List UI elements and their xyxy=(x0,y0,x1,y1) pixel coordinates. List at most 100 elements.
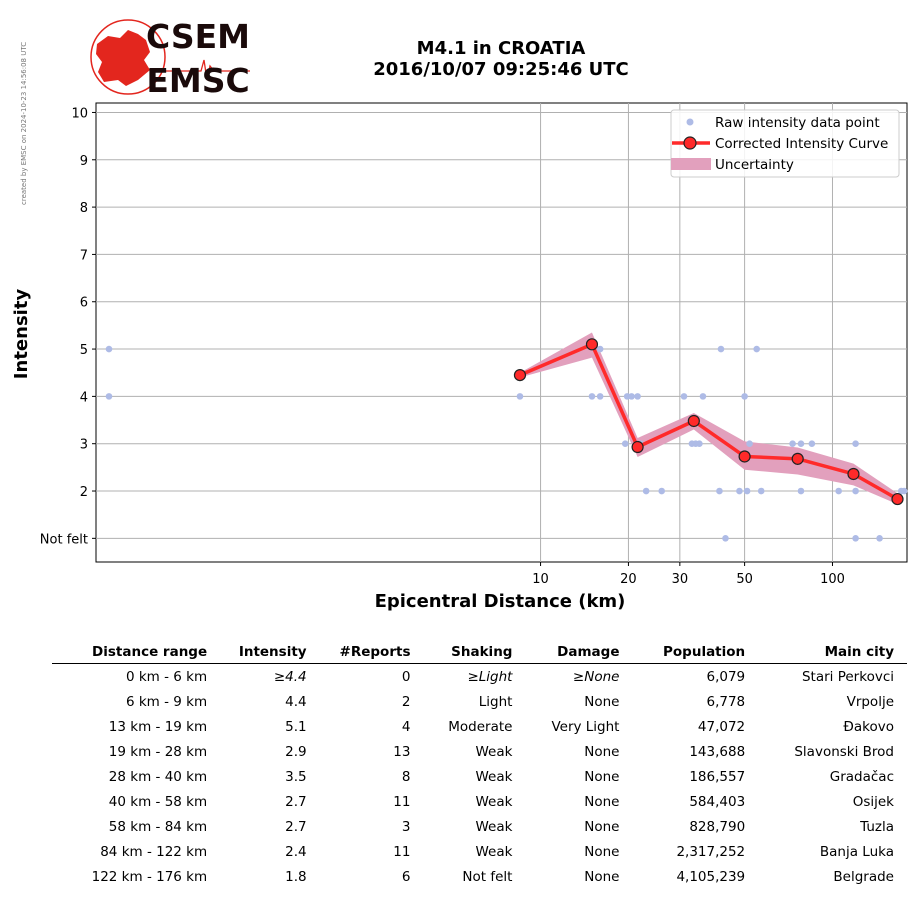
x-axis-ticks: 10 20 30 50 100 xyxy=(532,562,845,587)
y-tick-label: 2 xyxy=(80,485,88,500)
raw-data-point xyxy=(621,440,629,448)
raw-data-point xyxy=(658,487,665,495)
raw-data-point xyxy=(852,487,859,495)
raw-data-point xyxy=(105,345,113,353)
raw-data-point xyxy=(634,393,641,400)
logo-text-emsc: EMSC xyxy=(146,61,249,100)
raw-points xyxy=(105,345,908,542)
cell-city: Slavonski Brod xyxy=(794,743,894,760)
y-tick-label: 7 xyxy=(80,248,88,263)
cell-population: 47,072 xyxy=(697,718,746,735)
raw-data-point xyxy=(852,440,859,448)
cell-damage: None xyxy=(584,743,620,760)
cell-city: Stari Perkovci xyxy=(801,668,894,685)
curve-point xyxy=(891,492,904,506)
header-intensity: Intensity xyxy=(215,641,313,664)
corrected-curve xyxy=(513,338,904,506)
cell-range: 122 km - 176 km xyxy=(91,868,208,885)
raw-data-point xyxy=(753,345,760,353)
x-tick-label: 50 xyxy=(736,572,753,587)
table-row: 13 km - 19 km 5.1 4 Moderate Very Light … xyxy=(52,714,907,739)
cell-range: 6 km - 9 km xyxy=(125,693,208,710)
raw-data-point xyxy=(642,487,650,495)
cell-population: 6,778 xyxy=(706,693,746,710)
cell-reports: 3 xyxy=(401,818,411,835)
raw-data-point xyxy=(835,487,842,495)
cell-reports: 6 xyxy=(401,868,411,885)
cell-range: 13 km - 19 km xyxy=(108,718,208,735)
curve-point xyxy=(687,414,700,428)
table-row: 28 km - 40 km 3.5 8 Weak None 186,557 Gr… xyxy=(52,764,907,789)
legend-box xyxy=(670,109,900,178)
table-row: 6 km - 9 km 4.4 2 Light None 6,778 Vrpol… xyxy=(52,689,907,714)
legend-uncertainty-label: Uncertainty xyxy=(715,157,794,173)
curve-point xyxy=(738,450,751,463)
raw-data-point xyxy=(900,487,908,495)
raw-data-point xyxy=(628,393,635,400)
table-header-row: Distance range Intensity #Reports Shakin… xyxy=(52,641,907,664)
cell-shaking: ≥Light xyxy=(467,668,513,685)
cell-city: Osijek xyxy=(852,793,894,810)
raw-data-point xyxy=(696,440,703,448)
curve-point xyxy=(847,467,860,481)
cell-population: 2,317,252 xyxy=(676,843,746,860)
cell-shaking: Weak xyxy=(475,768,513,785)
cell-intensity: 2.7 xyxy=(285,793,307,810)
cell-damage: None xyxy=(584,818,620,835)
y-tick-label: Not felt xyxy=(40,532,88,547)
cell-reports: 11 xyxy=(393,793,411,810)
cell-reports: 8 xyxy=(401,768,411,785)
grid-lines xyxy=(96,103,907,562)
legend-raw-marker xyxy=(686,118,694,126)
cell-intensity: 2.9 xyxy=(285,743,307,760)
cell-reports: 13 xyxy=(393,743,411,760)
cell-city: Tuzla xyxy=(860,818,894,835)
header-population: Population xyxy=(632,641,759,664)
cell-intensity: 2.4 xyxy=(285,843,307,860)
y-axis-label: Intensity xyxy=(11,289,32,380)
raw-data-point xyxy=(808,440,816,448)
logo-text-csem: CSEM xyxy=(146,17,250,56)
cell-range: 40 km - 58 km xyxy=(108,793,208,810)
table-row: 122 km - 176 km 1.8 6 Not felt None 4,10… xyxy=(52,864,907,889)
table-row: 40 km - 58 km 2.7 11 Weak None 584,403 O… xyxy=(52,789,907,814)
raw-data-point xyxy=(789,440,796,448)
y-axis-ticks: Not felt 2 3 4 5 6 7 8 9 10 xyxy=(40,106,96,547)
raw-data-point xyxy=(746,440,753,448)
plot-frame xyxy=(95,102,908,563)
cell-city: Banja Luka xyxy=(819,843,894,860)
cell-shaking: Moderate xyxy=(448,718,513,735)
cell-intensity: ≥4.4 xyxy=(273,668,307,685)
x-tick-label: 100 xyxy=(820,572,845,587)
cell-city: Đakovo xyxy=(843,718,894,735)
raw-data-point xyxy=(743,487,751,495)
raw-data-point xyxy=(722,535,729,542)
table-row: 0 km - 6 km ≥4.4 0 ≥Light ≥None 6,079 St… xyxy=(52,664,907,690)
cell-intensity: 3.5 xyxy=(285,768,307,785)
cell-shaking: Light xyxy=(478,693,513,710)
raw-data-point xyxy=(588,393,596,400)
y-tick-label: 4 xyxy=(80,390,88,405)
raw-data-point xyxy=(797,487,805,495)
y-tick-label: 9 xyxy=(80,154,88,169)
curve-point xyxy=(791,452,804,465)
title-datetime: 2016/10/07 09:25:46 UTC xyxy=(373,59,629,80)
summary-table: Distance range Intensity #Reports Shakin… xyxy=(52,641,907,889)
cell-population: 584,403 xyxy=(689,793,746,810)
cell-intensity: 5.1 xyxy=(285,718,307,735)
raw-data-point xyxy=(699,393,707,400)
raw-data-point xyxy=(717,345,725,353)
cell-range: 19 km - 28 km xyxy=(108,743,208,760)
raw-data-point xyxy=(852,535,859,542)
header-reports: #Reports xyxy=(312,641,424,664)
curve-line xyxy=(519,342,899,501)
x-tick-label: 20 xyxy=(620,572,637,587)
cell-reports: 11 xyxy=(393,843,411,860)
header-damage: Damage xyxy=(525,641,633,664)
y-tick-label: 8 xyxy=(80,201,88,216)
cell-damage: None xyxy=(584,693,620,710)
x-axis-label: Epicentral Distance (km) xyxy=(375,591,626,612)
raw-data-point xyxy=(797,440,805,448)
cell-population: 4,105,239 xyxy=(676,868,746,885)
